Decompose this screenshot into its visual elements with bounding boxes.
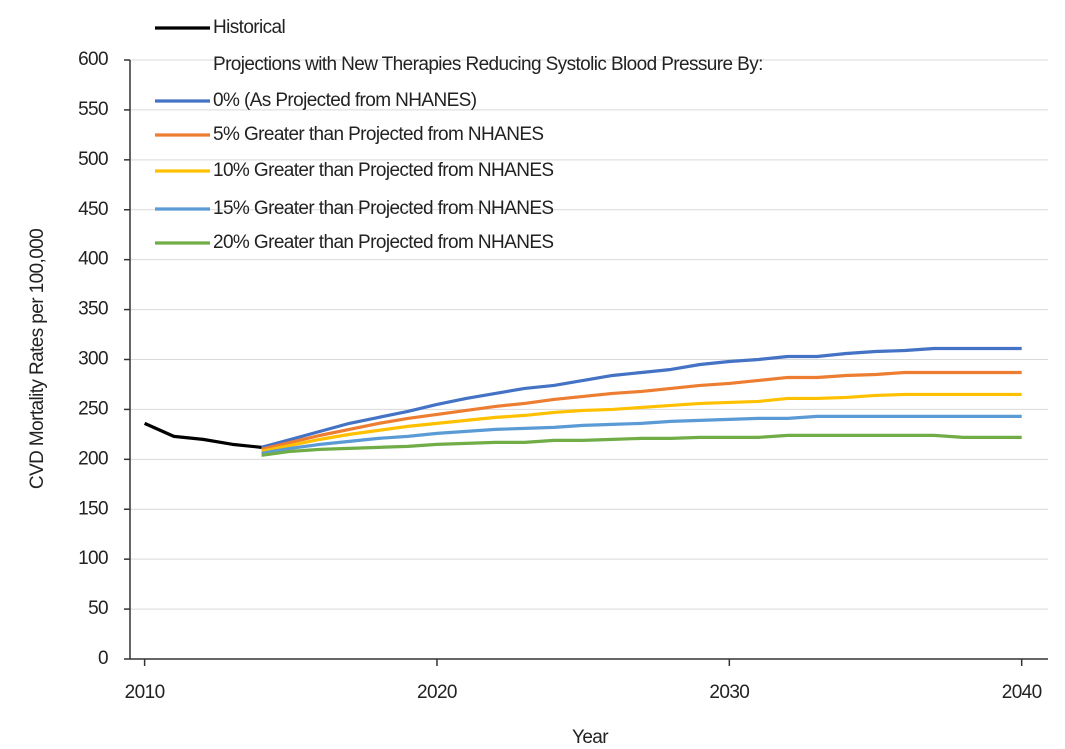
series-line: [261, 392, 1022, 453]
series-line: [261, 433, 1022, 457]
y-tick-label: 200: [78, 448, 108, 469]
y-tick-label: 450: [78, 199, 108, 220]
x-tick-label: 2010: [125, 682, 165, 703]
y-tick-label: 600: [78, 49, 108, 70]
legend-label: 5% Greater than Projected from NHANES: [213, 124, 544, 145]
y-tick-label: 500: [78, 149, 108, 170]
series-line: [261, 346, 1022, 449]
y-axis-label: CVD Mortality Rates per 100,000: [27, 229, 48, 489]
x-tick-label: 2030: [709, 682, 749, 703]
series-line: [261, 370, 1022, 451]
y-tick-label: 550: [78, 99, 108, 120]
series-line: [143, 421, 262, 449]
legend-title: Projections with New Therapies Reducing …: [213, 54, 763, 75]
legend-label: 10% Greater than Projected from NHANES: [213, 160, 553, 181]
legend-label: 15% Greater than Projected from NHANES: [213, 198, 553, 219]
y-tick-label: 350: [78, 299, 108, 320]
x-tick-label: 2040: [1002, 682, 1042, 703]
y-tick-label: 50: [88, 598, 108, 619]
y-tick-label: 0: [98, 648, 108, 669]
legend-label: 20% Greater than Projected from NHANES: [213, 232, 553, 253]
y-tick-label: 300: [78, 349, 108, 370]
x-axis-label: Year: [572, 727, 609, 748]
y-tick-label: 400: [78, 249, 108, 270]
legend-label: 0% (As Projected from NHANES): [213, 90, 477, 111]
y-tick-label: 100: [78, 548, 108, 569]
series-line: [261, 414, 1022, 455]
x-tick-label: 2020: [417, 682, 457, 703]
y-tick-label: 150: [78, 498, 108, 519]
legend-label: Historical: [213, 17, 285, 38]
y-tick-label: 250: [78, 398, 108, 419]
